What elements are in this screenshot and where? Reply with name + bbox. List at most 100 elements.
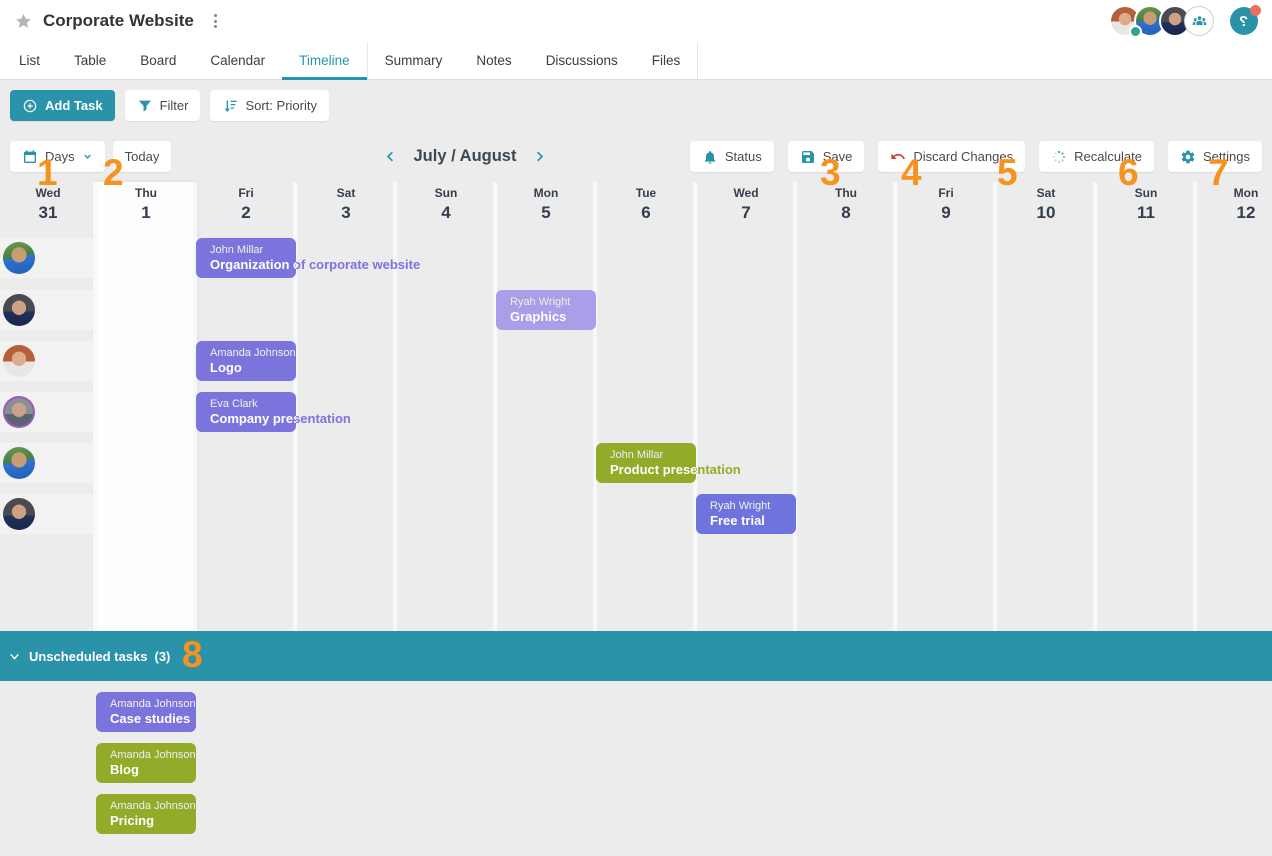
zoom-level-button[interactable]: Days [10,141,105,172]
bell-icon [704,150,716,164]
day-header: Mon 12 [1196,187,1272,223]
task-bar[interactable]: Eva Clark Eva Clark Company presentation Co… [196,392,351,432]
timeline-row-label [0,341,93,381]
day-of-week-label: Sun [434,186,458,200]
recalculate-button[interactable]: Recalculate [1039,141,1155,172]
column-separator [493,182,497,631]
tab-table[interactable]: Table [74,53,107,68]
day-date-label: 3 [341,203,351,222]
day-header: Wed 7 [696,187,796,223]
day-of-week-label: Mon [533,186,559,200]
settings-button[interactable]: Settings [1168,141,1262,172]
recalculate-label: Recalculate [1074,149,1143,164]
avatar-woman-dark[interactable] [1159,5,1191,37]
task-bar[interactable]: Amanda Johnson Amanda Johnson Pricing Prici… [96,794,196,834]
day-date-label: 2 [241,203,251,222]
tab-bar: List Table Board Calendar Timeline Summary Not… [0,42,1272,80]
day-of-week-label: Sun [1134,186,1158,200]
status-label: Status [724,149,762,164]
help-button[interactable]: ? [1230,5,1261,35]
avatar-woman-dark [3,294,35,326]
tab-discussions[interactable]: Discussions [545,53,618,68]
chevron-down-icon [10,653,19,660]
project-menu-kebab-icon[interactable] [210,10,221,32]
avatar-man-blue [3,242,35,274]
task-bar[interactable]: Ryah Wright Ryah Wright Graphics Graphics [496,290,596,330]
discard-changes-button[interactable]: Discard Changes [878,141,1026,172]
timeline-row-label [0,392,93,432]
sort-icon [225,100,238,112]
chevron-right-icon[interactable] [532,149,547,164]
column-separator [993,182,997,631]
day-of-week-label: Wed [35,186,61,200]
task-bar[interactable]: John Millar John Millar Product presentati… [596,443,741,483]
online-status-dot [1129,25,1142,38]
status-button[interactable]: Status [689,141,774,172]
day-date-label: 12 [1236,203,1256,222]
day-date-label: 4 [441,203,451,222]
tab-calendar[interactable]: Calendar [210,53,266,68]
day-date-label: 1 [141,203,151,222]
filter-button[interactable]: Filter [124,90,201,121]
day-header: Thu 8 [796,187,896,223]
tab-files[interactable]: Files [635,42,699,79]
sort-label: Sort: Priority [245,98,317,113]
timeline-grid: Wed 31 Thu 1 Fri 2 Sat 3 Sun 4 Mon 5 Tue 6 Wed 7 Thu 8 Fri… [0,182,1272,631]
day-header: Sun 4 [396,187,496,223]
tab-summary[interactable]: Summary [384,53,443,68]
day-date-label: 31 [38,203,58,222]
timeline-row-label [0,443,93,483]
task-bar[interactable]: John Millar John Millar Organization of co… [196,238,420,278]
task-bar[interactable]: Amanda Johnson Amanda Johnson Blog Blog [96,743,196,783]
day-header: Tue 6 [596,187,696,223]
day-date-label: 7 [741,203,751,222]
tab-list[interactable]: List [19,53,41,68]
notification-dot [1250,5,1261,16]
team-avatar[interactable] [1184,6,1214,36]
period-navigation: July / August [383,141,547,172]
sort-button[interactable]: Sort: Priority [210,90,329,121]
day-date-label: 5 [541,203,551,222]
unscheduled-tasks-label: Unscheduled tasks [29,648,148,664]
spinner-dots-icon [1052,150,1066,163]
unscheduled-tasks-header[interactable]: Unscheduled tasks (3) [0,631,1272,681]
column-separator [793,182,797,631]
task-bar[interactable]: Amanda Johnson Amanda Johnson Logo Logo [196,341,296,381]
unscheduled-tasks-count: (3) [154,648,171,664]
chevron-left-icon[interactable] [383,149,398,164]
task-bar[interactable]: Ryah Wright Ryah Wright Free trial Free tri… [696,494,796,534]
day-of-week-label: Wed [733,186,759,200]
favorite-star-icon[interactable] [14,12,33,31]
today-button[interactable]: Today [112,141,172,172]
filter-label: Filter [159,98,189,113]
tab-timeline[interactable]: Timeline [282,42,368,80]
day-date-label: 8 [841,203,851,222]
timeline-controls-right: Status Save Discard Changes Recalculate [689,141,1262,172]
column-separator [393,182,397,631]
day-of-week-label: Sat [336,186,356,200]
save-button[interactable]: Save [787,141,865,172]
floppy-disk-icon [801,150,814,163]
tab-notes[interactable]: Notes [476,53,512,68]
timeline-row-label [0,290,93,330]
day-of-week-label: Fri [938,186,954,200]
day-of-week-label: Thu [135,186,157,200]
add-task-button[interactable]: Add Task [10,90,115,121]
avatar-stack [1109,5,1214,38]
day-date-label: 9 [941,203,951,222]
tab-board[interactable]: Board [140,53,177,68]
timeline-row-label [0,494,93,534]
day-date-label: 6 [641,203,651,222]
column-separator [593,182,597,631]
funnel-icon [138,100,151,111]
task-bar[interactable]: Amanda Johnson Amanda Johnson Case studies… [96,692,196,732]
day-header: Mon 5 [496,187,596,223]
day-header: Thu 1 [96,187,196,223]
column-separator [93,182,97,631]
chevron-down-icon [83,154,91,159]
column-separator [1093,182,1097,631]
avatar-woman-red [3,345,35,377]
day-date-label: 11 [1137,203,1155,222]
day-of-week-label: Mon [1233,186,1259,200]
